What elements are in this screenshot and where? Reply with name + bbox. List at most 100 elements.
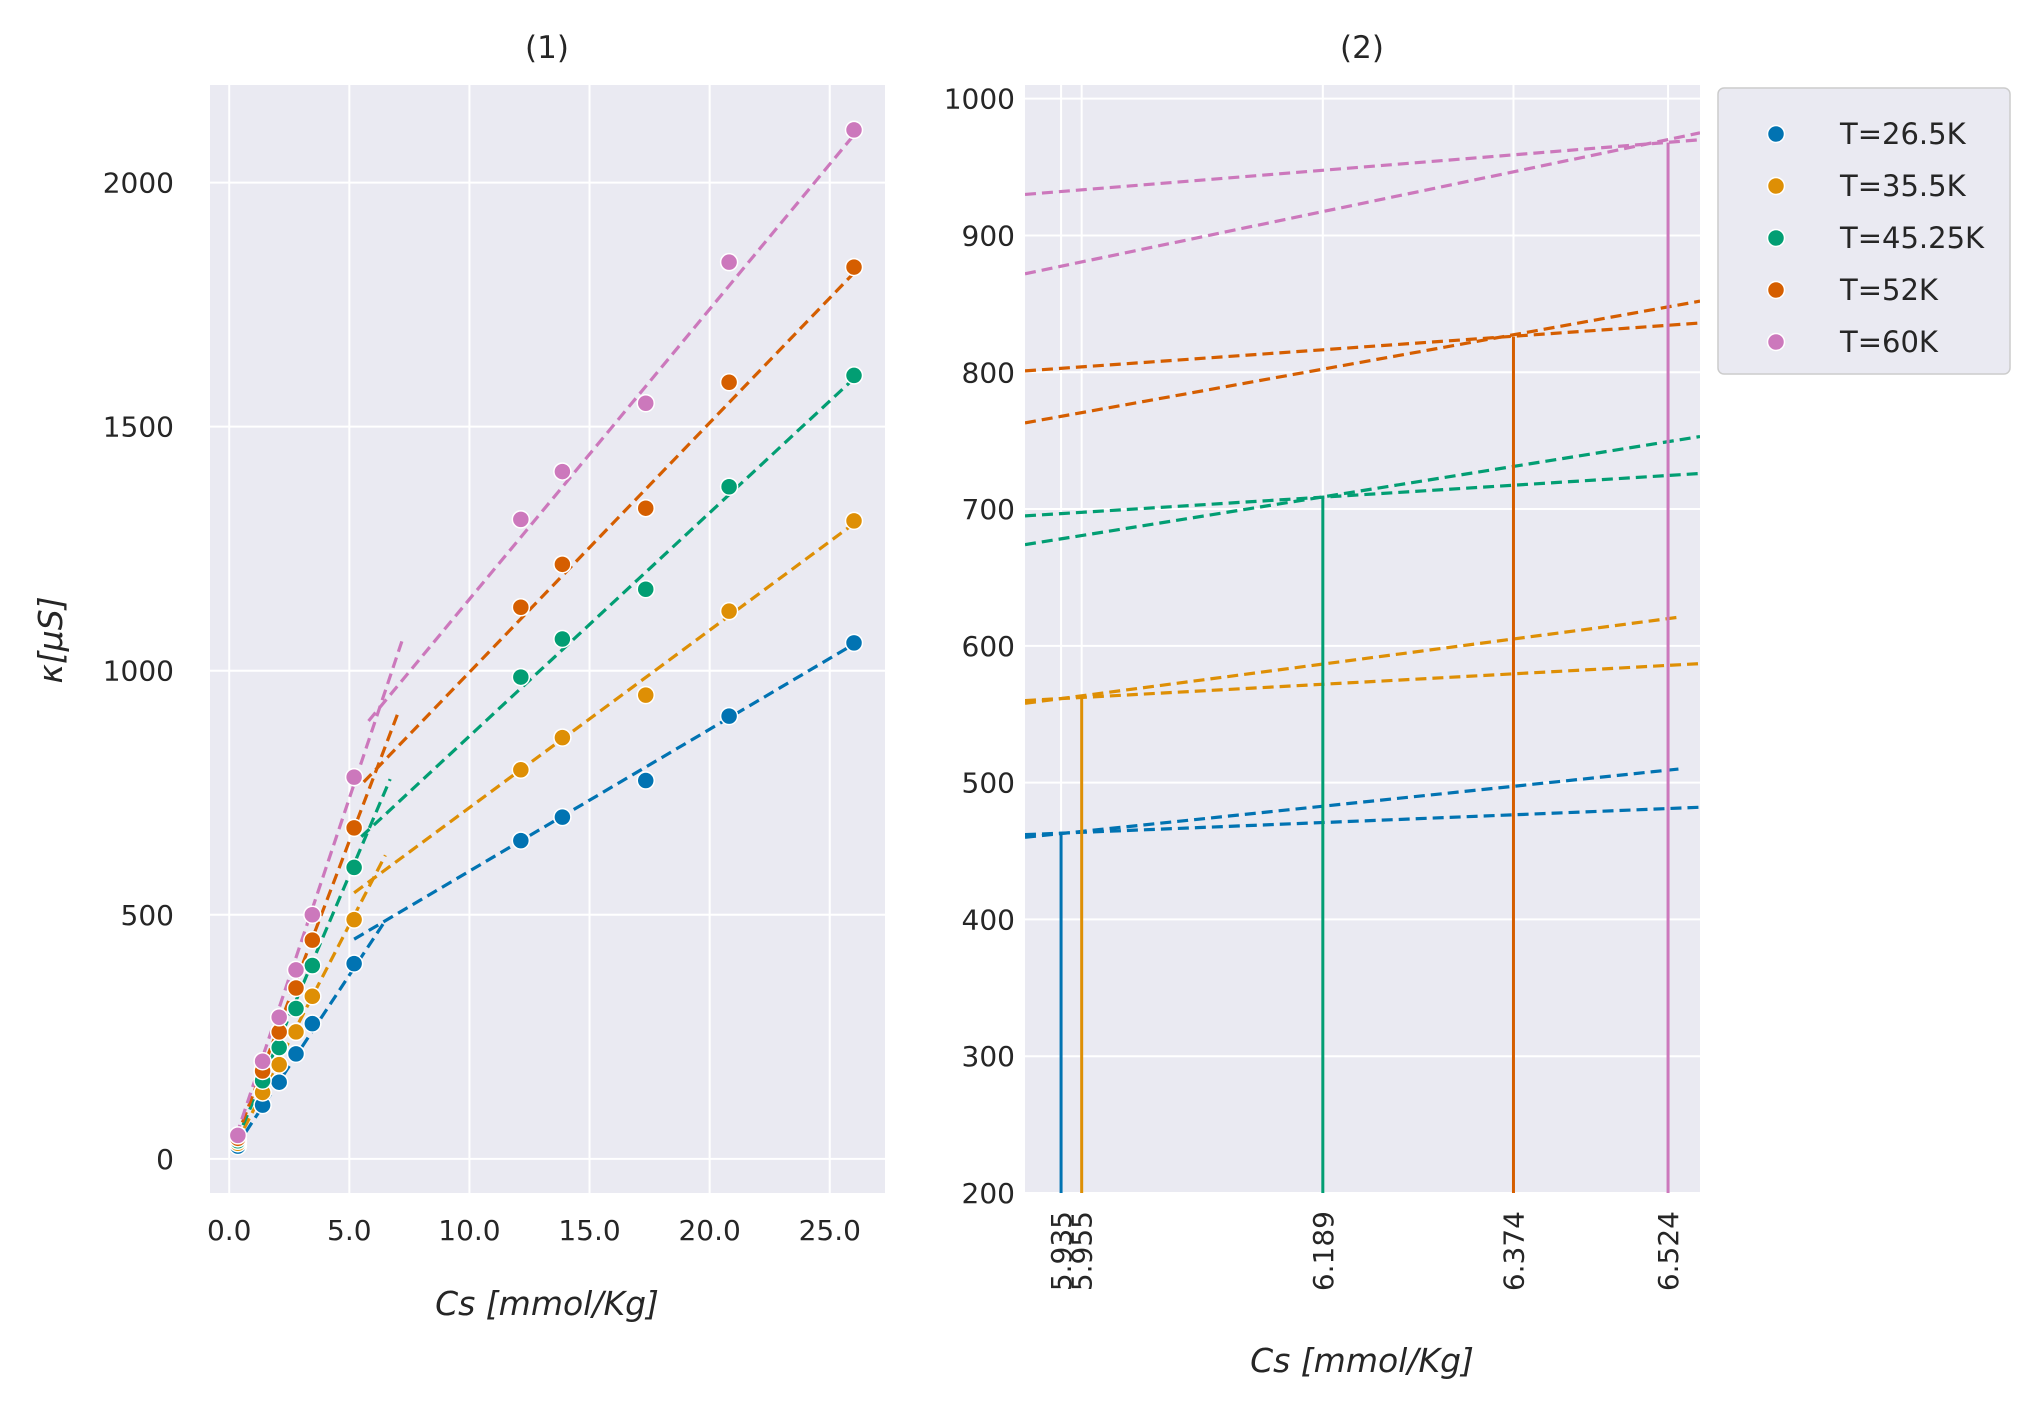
data-point-t-45-25k xyxy=(719,477,739,496)
fit-line-t-52k xyxy=(1025,299,1700,425)
data-point-t-26-5k xyxy=(844,633,864,653)
legend-box xyxy=(1717,87,2011,375)
y-tick-label: 500 xyxy=(962,767,1015,800)
x-tick-label: 6.374 xyxy=(1497,1211,1530,1291)
y-tick-label: 1000 xyxy=(103,655,174,688)
legend-marker-t-45-25k xyxy=(1766,228,1786,248)
fit-line-t-35-5k xyxy=(1025,615,1680,705)
data-point-t-26-5k xyxy=(636,771,655,790)
data-point-t-35-5k xyxy=(511,760,531,780)
data-point-t-52k xyxy=(286,978,306,998)
fit-line-t-35-5k xyxy=(1025,662,1700,703)
data-point-t-60k xyxy=(228,1126,248,1145)
y-tick-label: 800 xyxy=(962,356,1015,389)
data-point-t-45-25k xyxy=(269,1038,289,1057)
x-tick-label: 6.524 xyxy=(1652,1211,1685,1291)
legend-label-t-45-25k: T=45.25K xyxy=(1839,221,1985,255)
data-point-t-60k xyxy=(636,393,655,413)
data-point-t-52k xyxy=(553,555,572,574)
data-point-t-26-5k xyxy=(269,1072,289,1092)
legend-marker-t-60k xyxy=(1766,332,1786,352)
data-point-t-45-25k xyxy=(344,858,364,877)
y-tick-label: 0 xyxy=(156,1143,174,1176)
data-point-t-35-5k xyxy=(553,728,572,747)
legend: T=26.5K T=35.5K T=45.25K T=52K T=60K xyxy=(1717,87,2011,375)
data-point-t-60k xyxy=(844,120,864,140)
fit-line-t-45-25k xyxy=(1025,434,1700,547)
data-point-t-35-5k xyxy=(719,601,739,621)
data-point-t-60k xyxy=(269,1008,289,1027)
data-point-t-60k xyxy=(553,462,572,481)
fit-line-t-45-25k xyxy=(360,370,863,838)
legend-marker-t-35-5k xyxy=(1766,176,1786,196)
fit-line-t-60k xyxy=(367,125,863,723)
y-tick-label: 500 xyxy=(121,899,174,932)
data-point-t-26-5k xyxy=(303,1014,322,1033)
legend-label-t-52k: T=52K xyxy=(1839,273,1939,307)
fit-line-t-60k xyxy=(1025,131,1700,276)
data-point-t-35-5k xyxy=(303,987,322,1006)
fit-line-t-60k xyxy=(1025,138,1700,197)
fit-line-t-52k xyxy=(362,264,863,784)
panel-2-y-tick-labels: 200 300 400 500 600 700 800 900 1000 xyxy=(944,83,1015,1210)
x-tick-label: 0.0 xyxy=(207,1214,252,1247)
legend-label-t-60k: T=60K xyxy=(1839,325,1939,359)
data-point-t-45-25k xyxy=(286,999,306,1018)
panel-1-points xyxy=(228,120,864,1156)
y-tick-label: 200 xyxy=(962,1177,1015,1210)
data-point-t-35-5k xyxy=(344,910,364,929)
data-point-t-45-25k xyxy=(844,366,864,385)
data-point-t-60k xyxy=(344,767,364,787)
panel-1: 0.0 5.0 10.0 15.0 20.0 25.0 0500100015002000 … xyxy=(31,30,885,1323)
fit-line-t-45-25k xyxy=(1025,471,1700,518)
fit-line-t-52k xyxy=(1025,321,1700,373)
data-point-t-60k xyxy=(303,905,322,925)
x-tick-label: 25.0 xyxy=(799,1214,861,1247)
fit-line-t-26-5k xyxy=(1025,805,1700,837)
x-tick-label: 20.0 xyxy=(678,1214,740,1247)
x-tick-label: 6.189 xyxy=(1307,1211,1340,1291)
data-point-t-26-5k xyxy=(719,706,739,726)
y-tick-label: 700 xyxy=(962,493,1015,526)
panel-2-title: (2) xyxy=(1340,30,1384,66)
fit-line-t-35-5k xyxy=(353,517,862,895)
legend-marker-t-52k xyxy=(1766,280,1786,300)
x-tick-label: 5.935 xyxy=(1045,1211,1078,1291)
data-point-t-52k xyxy=(303,930,322,950)
data-point-t-45-25k xyxy=(511,667,531,687)
data-point-t-26-5k xyxy=(511,831,531,850)
x-tick-label: 5.955 xyxy=(1066,1211,1099,1291)
y-tick-label: 1500 xyxy=(103,411,174,444)
data-point-t-52k xyxy=(511,598,531,617)
y-tick-label: 2000 xyxy=(103,167,174,200)
panel-1-y-axis-label: κ[μS] xyxy=(31,596,70,683)
data-point-t-26-5k xyxy=(286,1044,306,1064)
data-point-t-52k xyxy=(344,818,364,838)
data-point-t-26-5k xyxy=(344,954,364,973)
fit-line-t-26-5k xyxy=(353,638,862,941)
data-point-t-60k xyxy=(286,960,306,980)
data-point-t-52k xyxy=(719,373,739,392)
panel-2-background xyxy=(1025,85,1700,1193)
y-tick-label: 1000 xyxy=(944,83,1015,116)
data-point-t-26-5k xyxy=(553,807,572,827)
data-point-t-60k xyxy=(511,510,531,529)
panel-2-fit-lines xyxy=(1025,131,1700,839)
fit-line-t-26-5k xyxy=(1025,767,1680,839)
data-point-t-35-5k xyxy=(844,511,864,531)
data-point-t-45-25k xyxy=(553,629,572,649)
y-tick-label: 300 xyxy=(962,1040,1015,1073)
panel-2-crossing-lines xyxy=(1059,142,1670,1193)
x-tick-label: 15.0 xyxy=(558,1214,620,1247)
legend-label-t-35-5k: T=35.5K xyxy=(1839,169,1967,203)
data-point-t-45-25k xyxy=(303,956,322,975)
y-tick-label: 900 xyxy=(962,219,1015,252)
panel-1-y-tick-labels: 0 500 1000 1500 2000 xyxy=(103,167,174,1176)
data-point-t-60k xyxy=(719,252,739,272)
data-point-t-35-5k xyxy=(269,1055,289,1074)
data-point-t-45-25k xyxy=(636,579,655,599)
data-point-t-52k xyxy=(844,257,864,277)
